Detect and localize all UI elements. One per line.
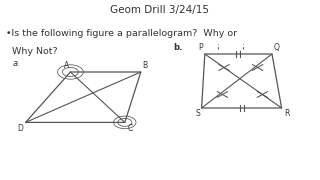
Text: D: D xyxy=(17,124,23,133)
Text: Geom Drill 3/24/15: Geom Drill 3/24/15 xyxy=(110,5,210,15)
Text: Q: Q xyxy=(274,43,279,52)
Text: C: C xyxy=(128,124,133,133)
Text: P: P xyxy=(199,43,203,52)
Text: a.: a. xyxy=(13,59,20,68)
Text: •Is the following figure a parallelogram?  Why or: •Is the following figure a parallelogram… xyxy=(6,29,237,38)
Text: B: B xyxy=(142,61,148,70)
Text: A: A xyxy=(64,61,69,70)
Text: S: S xyxy=(195,109,200,118)
Text: R: R xyxy=(284,109,290,118)
Text: b.: b. xyxy=(173,43,182,52)
Text: Why Not?: Why Not? xyxy=(6,47,58,56)
